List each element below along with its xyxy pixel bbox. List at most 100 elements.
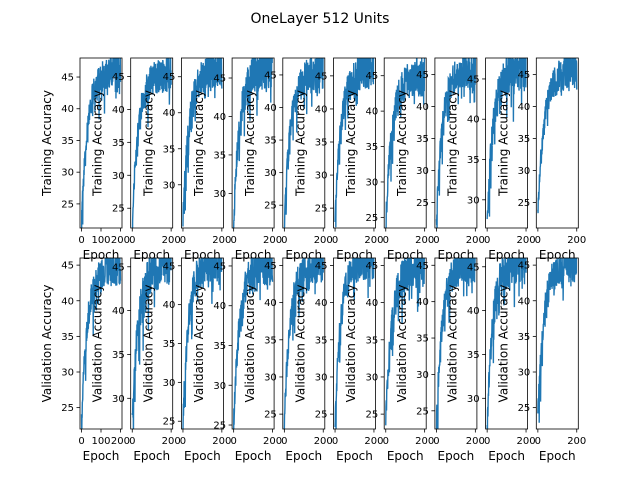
- y-tick-label: 40: [518, 102, 531, 113]
- series-line: [537, 258, 578, 423]
- x-tick-label: 0: [433, 436, 439, 447]
- y-tick-label: 35: [467, 155, 480, 166]
- x-tick-label: 200: [415, 235, 434, 246]
- y-tick-label: 45: [61, 73, 74, 84]
- axes-frame: [383, 57, 427, 229]
- y-axis-label: Training Accuracy: [294, 90, 308, 197]
- y-tick-label: 40: [61, 104, 74, 115]
- y-axis-label: Training Accuracy: [141, 90, 155, 197]
- axes-frame: [231, 257, 275, 430]
- series-line: [182, 58, 223, 227]
- x-tick-label: 200: [263, 235, 282, 246]
- y-tick-label: 40: [315, 298, 328, 309]
- y-tick-label: 40: [163, 108, 176, 119]
- series-line: [334, 258, 375, 429]
- axes-frame: [535, 57, 579, 229]
- x-tick-label: 200: [263, 436, 282, 447]
- x-tick-label: 0: [129, 436, 135, 447]
- y-tick-label: 45: [518, 261, 531, 272]
- x-tick-label: 200: [162, 235, 181, 246]
- series-line: [283, 258, 324, 429]
- x-axis-label: Epoch: [285, 449, 322, 463]
- y-tick-label: 45: [518, 70, 531, 81]
- y-tick-label: 40: [467, 306, 480, 317]
- y-tick-label: 35: [416, 334, 429, 345]
- y-tick-label: 45: [416, 70, 429, 81]
- x-tick-label: 0: [535, 235, 541, 246]
- y-tick-label: 25: [416, 406, 429, 417]
- y-tick-label: 45: [315, 71, 328, 82]
- x-tick-label: 0: [383, 235, 389, 246]
- x-tick-label: 100: [91, 235, 110, 246]
- y-tick-label: 35: [61, 332, 74, 343]
- y-tick-label: 40: [416, 102, 429, 113]
- y-axis-label: Validation Accuracy: [395, 285, 409, 403]
- x-tick-label: 200: [162, 436, 181, 447]
- y-tick-label: 30: [315, 171, 328, 182]
- series-line: [385, 58, 426, 228]
- y-tick-label: 30: [264, 372, 277, 383]
- axes-frame: [434, 257, 478, 430]
- figure-title: OneLayer 512 Units: [251, 11, 390, 27]
- x-tick-label: 0: [230, 235, 236, 246]
- x-tick-label: 0: [281, 436, 287, 447]
- x-tick-label: 200: [111, 235, 130, 246]
- x-tick-label: 200: [567, 436, 586, 447]
- y-tick-label: 25: [518, 403, 531, 414]
- y-tick-label: 45: [61, 261, 74, 272]
- series-line: [80, 58, 122, 228]
- axes-frame: [434, 57, 478, 229]
- y-tick-label: 40: [264, 298, 277, 309]
- series-line: [435, 258, 476, 429]
- y-axis-label: Training Accuracy: [446, 90, 460, 197]
- y-axis-label: Validation Accuracy: [294, 285, 308, 403]
- y-tick-label: 25: [365, 213, 378, 224]
- x-tick-label: 200: [415, 436, 434, 447]
- y-tick-label: 30: [365, 372, 378, 383]
- y-tick-label: 45: [365, 71, 378, 82]
- y-tick-label: 30: [518, 166, 531, 177]
- x-tick-label: 200: [466, 235, 485, 246]
- y-tick-label: 40: [365, 107, 378, 118]
- series-line: [283, 58, 324, 228]
- y-tick-label: 25: [518, 198, 531, 209]
- y-tick-label: 35: [467, 350, 480, 361]
- x-tick-label: 0: [281, 235, 287, 246]
- axes-frame: [535, 257, 579, 430]
- y-tick-label: 45: [213, 74, 226, 85]
- axes-frame: [180, 57, 224, 229]
- y-tick-label: 35: [213, 150, 226, 161]
- y-tick-label: 45: [112, 262, 125, 273]
- x-tick-label: 200: [466, 436, 485, 447]
- y-tick-label: 45: [264, 70, 277, 81]
- y-tick-label: 35: [112, 350, 125, 361]
- y-axis-label: Validation Accuracy: [344, 285, 358, 403]
- y-tick-label: 25: [61, 403, 74, 414]
- y-tick-label: 45: [315, 261, 328, 272]
- series-line: [233, 258, 274, 429]
- x-tick-label: 0: [78, 235, 84, 246]
- y-tick-label: 35: [163, 144, 176, 155]
- y-tick-label: 40: [61, 296, 74, 307]
- subplot-validation-1: 0 100 200 25 30 35 40 45 Epoch Validation Accurac…: [40, 257, 130, 463]
- y-tick-label: 45: [467, 74, 480, 85]
- y-tick-label: 40: [264, 103, 277, 114]
- x-tick-label: 0: [535, 436, 541, 447]
- y-axis-label: Validation Accuracy: [40, 285, 54, 403]
- y-tick-label: 40: [416, 297, 429, 308]
- y-tick-label: 25: [416, 198, 429, 209]
- y-tick-label: 40: [315, 104, 328, 115]
- y-axis-label: Validation Accuracy: [496, 285, 510, 403]
- series-line: [131, 58, 172, 228]
- y-axis-label: Training Accuracy: [40, 90, 54, 197]
- x-tick-label: 200: [314, 235, 333, 246]
- y-tick-label: 35: [163, 339, 176, 350]
- y-tick-label: 25: [264, 410, 277, 421]
